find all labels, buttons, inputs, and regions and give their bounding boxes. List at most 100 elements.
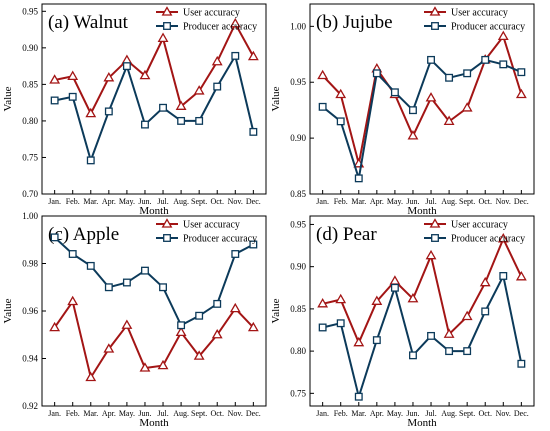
x-axis-label: Month	[407, 417, 437, 426]
y-axis-label: Value	[270, 86, 282, 111]
data-point-user-accuracy	[85, 107, 97, 118]
data-point-producer-accuracy	[409, 351, 417, 360]
legend-marker-square	[431, 234, 439, 242]
data-point-user-accuracy	[389, 275, 401, 285]
legend-marker-square	[431, 22, 439, 30]
data-point-producer-accuracy	[141, 266, 149, 275]
data-point-producer-accuracy	[213, 299, 222, 308]
data-point-producer-accuracy	[104, 283, 113, 292]
data-point-user-accuracy	[157, 359, 169, 370]
data-point-user-accuracy	[461, 102, 473, 112]
x-tick-label: Jan.	[48, 197, 61, 206]
x-tick-label: Mar.	[351, 409, 366, 418]
data-point-user-accuracy	[247, 321, 259, 332]
x-tick-label: Mar.	[351, 197, 366, 206]
x-tick-label: Dec.	[246, 197, 261, 206]
data-point-producer-accuracy	[499, 60, 508, 69]
data-point-user-accuracy	[85, 371, 97, 382]
legend-marker-triangle	[161, 6, 173, 16]
data-point-user-accuracy	[175, 100, 187, 110]
x-tick-label: Nov.	[228, 409, 243, 418]
data-point-producer-accuracy	[427, 55, 435, 64]
y-tick-label: 0.92	[22, 401, 38, 411]
data-point-producer-accuracy	[427, 331, 435, 340]
data-point-user-accuracy	[211, 328, 223, 339]
data-point-user-accuracy	[425, 249, 437, 260]
x-tick-label: Feb.	[334, 409, 348, 418]
series-line-producer-accuracy	[322, 273, 523, 401]
data-point-user-accuracy	[247, 50, 259, 61]
y-tick-label: 0.95	[290, 77, 306, 87]
series-line-producer-accuracy	[53, 236, 254, 327]
series-line-user-accuracy	[322, 236, 523, 346]
y-tick-label: 0.94	[22, 354, 38, 364]
chart-panel-1: 0.70 0.75 0.80 0.85 0.90 0.95 Jan. Feb. Mar. Apr.…	[2, 3, 267, 217]
data-point-producer-accuracy	[104, 107, 113, 116]
data-point-producer-accuracy	[481, 307, 490, 316]
y-tick-label: 0.96	[22, 306, 38, 316]
data-point-producer-accuracy	[372, 69, 381, 78]
y-tick-label: 0.80	[22, 116, 38, 126]
x-tick-label: Apr.	[102, 409, 116, 418]
x-axis-label: Month	[407, 205, 437, 217]
x-tick-label: Feb.	[66, 197, 80, 206]
legend-label: User accuracy	[183, 220, 240, 231]
series-line-producer-accuracy	[54, 53, 255, 164]
data-point-user-accuracy	[67, 295, 79, 306]
data-point-user-accuracy	[49, 321, 61, 332]
legend-label: Producer accuracy	[451, 22, 525, 33]
legend-label: Producer accuracy	[451, 234, 525, 245]
data-point-producer-accuracy	[231, 51, 240, 60]
legend-label: Producer accuracy	[183, 22, 257, 33]
data-point-producer-accuracy	[318, 323, 327, 332]
y-tick-label: 0.90	[22, 43, 38, 53]
series-line-user-accuracy	[321, 34, 523, 165]
x-tick-label: Jun.	[138, 409, 151, 418]
data-point-producer-accuracy	[68, 250, 77, 258]
legend-label: User accuracy	[451, 8, 508, 19]
y-axis-label: Value	[270, 298, 282, 323]
series-line-user-accuracy	[53, 299, 255, 381]
data-point-user-accuracy	[103, 72, 115, 82]
x-tick-label: Jul.	[425, 197, 436, 206]
x-tick-label: Oct.	[210, 409, 224, 418]
data-point-user-accuracy	[443, 328, 455, 338]
data-point-producer-accuracy	[249, 240, 258, 249]
panel-title: (d) Pear	[316, 224, 377, 245]
x-tick-label: Nov.	[496, 409, 511, 418]
data-point-producer-accuracy	[354, 174, 363, 183]
data-point-producer-accuracy	[195, 116, 204, 125]
x-tick-label: Feb.	[66, 409, 80, 418]
data-point-user-accuracy	[497, 232, 509, 243]
data-point-user-accuracy	[479, 276, 491, 287]
plot-frame	[309, 215, 535, 407]
data-point-producer-accuracy	[409, 106, 417, 115]
x-tick-label: Sept.	[459, 197, 475, 206]
panel-title: (b) Jujube	[316, 12, 393, 33]
data-point-producer-accuracy	[159, 103, 167, 112]
x-tick-label: Feb.	[334, 197, 348, 206]
x-axis-label: Month	[139, 205, 169, 217]
data-point-user-accuracy	[497, 30, 509, 41]
panel-title: (a) Walnut	[48, 12, 129, 33]
x-tick-label: Jun.	[406, 197, 419, 206]
x-tick-label: May.	[387, 197, 403, 206]
data-point-producer-accuracy	[463, 69, 472, 78]
panel-title: (c) Apple	[48, 224, 119, 245]
data-point-user-accuracy	[425, 92, 437, 102]
y-tick-label: 0.75	[22, 152, 38, 162]
y-tick-label: 0.90	[290, 133, 306, 143]
y-tick-label: 0.95	[290, 219, 306, 229]
data-point-user-accuracy	[229, 302, 241, 313]
data-point-producer-accuracy	[159, 283, 167, 292]
data-point-user-accuracy	[335, 88, 347, 99]
y-tick-label: 0.95	[22, 6, 38, 16]
data-point-producer-accuracy	[122, 278, 131, 287]
data-point-producer-accuracy	[445, 347, 454, 356]
x-tick-label: Jun.	[138, 197, 151, 206]
x-tick-label: Jan.	[48, 409, 61, 418]
data-point-producer-accuracy	[86, 156, 95, 165]
data-point-user-accuracy	[317, 298, 329, 308]
legend-marker-triangle	[429, 218, 441, 228]
data-point-producer-accuracy	[122, 62, 131, 71]
